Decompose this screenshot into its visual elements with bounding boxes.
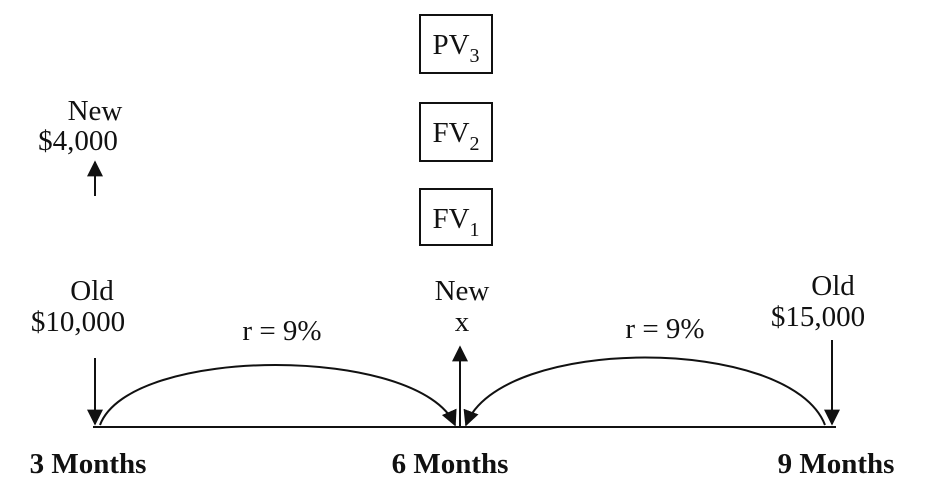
rate-label: r = 9% (242, 315, 321, 347)
arc (463, 356, 826, 427)
box-label: FV2 (432, 117, 479, 155)
flow-label: New (435, 275, 490, 307)
time-label: 6 Months (392, 448, 509, 480)
box (419, 14, 493, 74)
box (419, 188, 493, 246)
box-label: PV3 (432, 29, 479, 67)
flow-label: Old (811, 270, 855, 302)
flow-label: Old (70, 275, 114, 307)
box (419, 102, 493, 162)
rate-label: r = 9% (625, 313, 704, 345)
box-label: FV1 (432, 203, 479, 241)
flow-amount: $15,000 (771, 301, 865, 333)
new-amount: $4,000 (38, 125, 118, 157)
time-label: 3 Months (30, 448, 147, 480)
time-label: 9 Months (778, 448, 895, 480)
flow-amount: $10,000 (31, 306, 125, 338)
arc (99, 364, 457, 427)
new-label: New (68, 95, 123, 127)
flow-amount: x (455, 306, 470, 338)
